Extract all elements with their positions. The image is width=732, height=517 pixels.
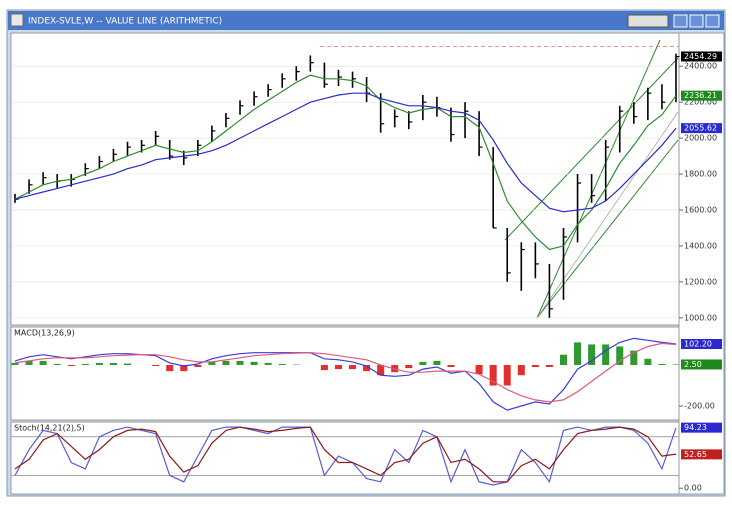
toolbar-button[interactable] [628, 15, 668, 27]
histogram-bar [11, 363, 18, 365]
histogram-bar [279, 364, 286, 365]
price-tag-label: 102.20 [684, 339, 712, 348]
histogram-bar [54, 364, 61, 365]
y-tick-label: 0.00 [684, 484, 702, 493]
macd-panel [11, 327, 679, 420]
histogram-bar [532, 365, 539, 367]
histogram-bar [349, 365, 356, 369]
panel-title: Stoch(14,21(2),5) [14, 424, 85, 433]
histogram-bar [152, 365, 159, 366]
histogram-bar [447, 365, 454, 367]
histogram-bar [405, 365, 412, 368]
histogram-bar [124, 364, 131, 365]
histogram-bar [40, 361, 47, 365]
y-tick-label: 1000.00 [684, 313, 717, 322]
histogram-bar [476, 365, 483, 374]
app-icon [11, 14, 23, 26]
y-tick-label: -200.00 [684, 402, 715, 411]
histogram-bar [602, 344, 609, 365]
y-tick-label: 1800.00 [684, 170, 717, 179]
price-tag-label: 2236.21 [684, 91, 717, 100]
histogram-bar [96, 363, 103, 365]
histogram-bar [335, 365, 342, 369]
y-tick-label: 1400.00 [684, 241, 717, 250]
close-button[interactable] [706, 15, 719, 27]
minimize-button[interactable] [674, 15, 687, 27]
histogram-bar [433, 361, 440, 365]
histogram-bar [82, 364, 89, 365]
price-tag-label: 52.65 [684, 450, 707, 459]
y-tick-label: 2000.00 [684, 134, 717, 143]
y-tick-label: 2400.00 [684, 62, 717, 71]
window-title: INDEX-SVLE,W -- VALUE LINE (ARITHMETIC) [28, 17, 222, 27]
histogram-bar [546, 365, 553, 367]
histogram-bar [265, 363, 272, 365]
histogram-bar [110, 363, 117, 365]
histogram-bar [672, 364, 679, 365]
histogram-bar [222, 361, 229, 365]
y-tick-label: 1200.00 [684, 277, 717, 286]
price-tag-label: 2055.62 [684, 124, 717, 133]
histogram-bar [658, 364, 665, 365]
price-tag-label: 2454.29 [684, 52, 717, 61]
histogram-bar [518, 365, 525, 375]
histogram-bar [504, 365, 511, 386]
y-tick-label: 1600.00 [684, 205, 717, 214]
price-panel [11, 33, 679, 325]
histogram-bar [251, 362, 258, 365]
histogram-bar [560, 355, 567, 365]
histogram-bar [644, 359, 651, 365]
price-tag-label: 2.50 [684, 360, 702, 369]
histogram-bar [419, 362, 426, 365]
histogram-bar [194, 365, 201, 367]
price-tag-label: 94.23 [684, 423, 707, 432]
maximize-button[interactable] [690, 15, 703, 27]
histogram-bar [166, 365, 173, 371]
histogram-bar [237, 361, 244, 365]
histogram-bar [321, 365, 328, 370]
histogram-bar [574, 342, 581, 365]
histogram-bar [68, 365, 75, 366]
panel-title: MACD(13,26,9) [14, 329, 75, 338]
